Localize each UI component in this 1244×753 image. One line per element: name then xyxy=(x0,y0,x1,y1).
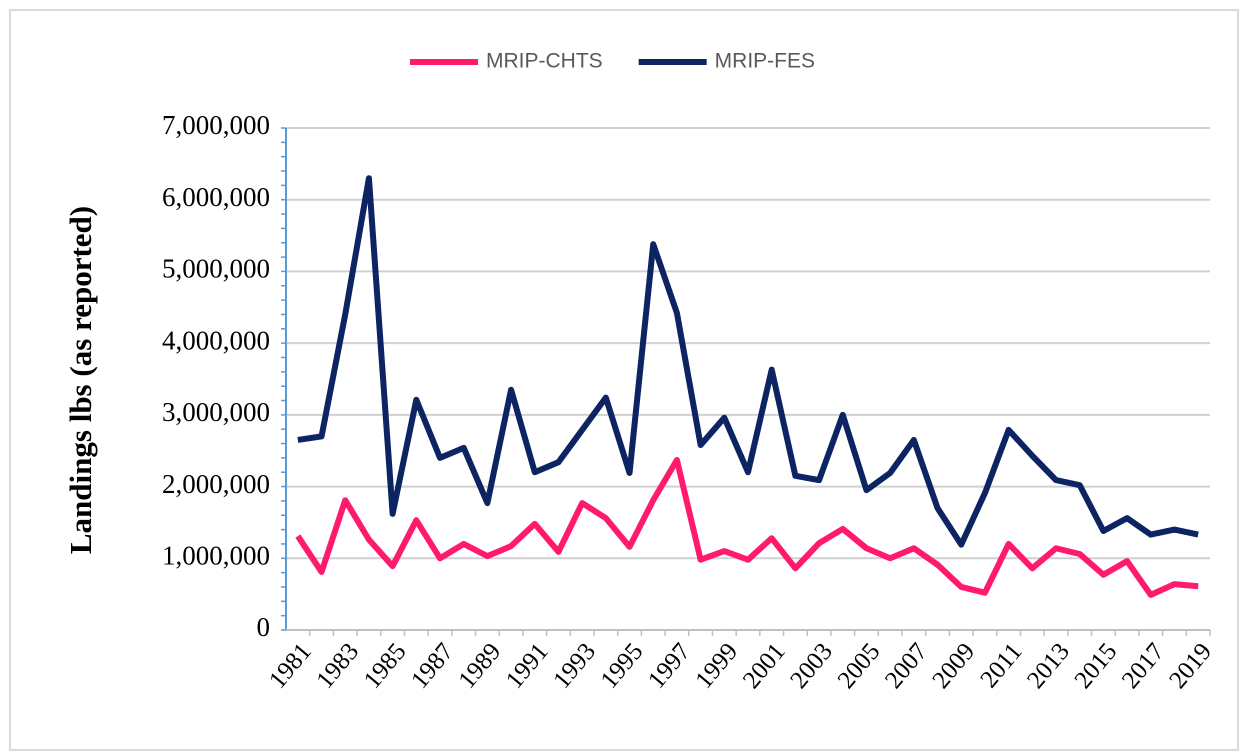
y-tick-label: 5,000,000 xyxy=(162,254,270,284)
data-line xyxy=(295,457,1199,598)
data-line xyxy=(297,175,1199,548)
legend-label: MRIP-CHTS xyxy=(486,50,603,73)
y-tick-label: 4,000,000 xyxy=(162,325,270,355)
legend-label: MRIP-FES xyxy=(715,50,815,73)
y-tick-label: 2,000,000 xyxy=(162,469,270,499)
y-tick-label: 0 xyxy=(257,612,271,642)
y-tick-label: 7,000,000 xyxy=(162,110,270,140)
chart-border xyxy=(9,9,1239,751)
y-axis-label: Landings lbs (as reported) xyxy=(63,206,98,554)
y-tick-label: 6,000,000 xyxy=(162,182,270,212)
y-tick-label: 1,000,000 xyxy=(162,540,270,570)
y-tick-label: 3,000,000 xyxy=(162,397,270,427)
